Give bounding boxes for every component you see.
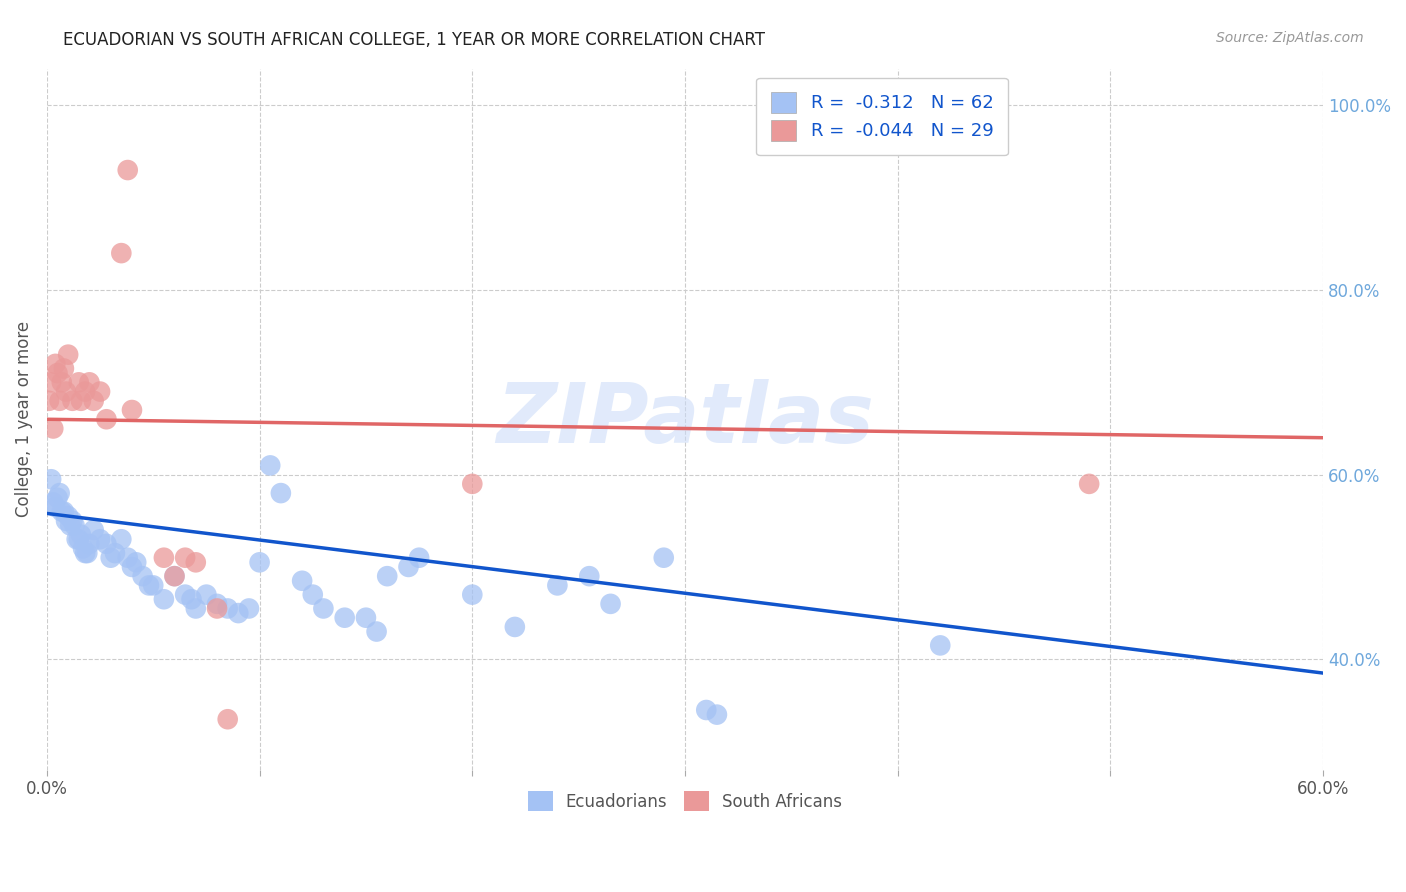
Point xyxy=(174,550,197,565)
Point xyxy=(238,601,260,615)
Point xyxy=(354,610,377,624)
Point xyxy=(67,533,90,547)
Point xyxy=(301,588,323,602)
Point xyxy=(72,541,94,556)
Point xyxy=(121,403,143,417)
Point xyxy=(142,578,165,592)
Point xyxy=(83,393,105,408)
Point xyxy=(131,569,153,583)
Point xyxy=(39,472,62,486)
Point xyxy=(398,560,420,574)
Point xyxy=(62,393,84,408)
Point xyxy=(48,393,70,408)
Point xyxy=(217,712,239,726)
Point xyxy=(89,533,111,547)
Point xyxy=(83,523,105,537)
Point xyxy=(121,560,143,574)
Point xyxy=(205,601,228,615)
Text: ECUADORIAN VS SOUTH AFRICAN COLLEGE, 1 YEAR OR MORE CORRELATION CHART: ECUADORIAN VS SOUTH AFRICAN COLLEGE, 1 Y… xyxy=(63,31,765,49)
Point xyxy=(38,393,60,408)
Point xyxy=(104,546,127,560)
Point xyxy=(503,620,526,634)
Point xyxy=(291,574,314,588)
Point xyxy=(44,500,66,514)
Point xyxy=(312,601,335,615)
Point xyxy=(70,393,93,408)
Point xyxy=(46,491,69,505)
Text: ZIPatlas: ZIPatlas xyxy=(496,379,875,459)
Point xyxy=(110,246,132,260)
Y-axis label: College, 1 year or more: College, 1 year or more xyxy=(15,321,32,517)
Point xyxy=(52,504,75,518)
Point xyxy=(56,509,79,524)
Point xyxy=(153,550,176,565)
Point xyxy=(55,384,77,399)
Point xyxy=(706,707,728,722)
Point xyxy=(408,550,430,565)
Point xyxy=(461,476,484,491)
Legend: Ecuadorians, South Africans: Ecuadorians, South Africans xyxy=(515,778,856,825)
Point xyxy=(366,624,388,639)
Point xyxy=(42,421,65,435)
Point xyxy=(44,357,66,371)
Point xyxy=(163,569,186,583)
Point xyxy=(652,550,675,565)
Point xyxy=(110,533,132,547)
Point xyxy=(59,518,82,533)
Point xyxy=(1078,476,1101,491)
Point xyxy=(125,555,148,569)
Text: Source: ZipAtlas.com: Source: ZipAtlas.com xyxy=(1216,31,1364,45)
Point xyxy=(55,514,77,528)
Point xyxy=(62,514,84,528)
Point xyxy=(184,601,207,615)
Point xyxy=(174,588,197,602)
Point xyxy=(51,376,73,390)
Point xyxy=(163,569,186,583)
Point xyxy=(228,606,250,620)
Point xyxy=(56,348,79,362)
Point xyxy=(70,527,93,541)
Point xyxy=(153,592,176,607)
Point xyxy=(79,537,101,551)
Point xyxy=(63,518,86,533)
Point xyxy=(89,384,111,399)
Point xyxy=(195,588,218,602)
Point xyxy=(461,588,484,602)
Point xyxy=(67,376,90,390)
Point xyxy=(75,546,97,560)
Point xyxy=(546,578,568,592)
Point xyxy=(249,555,271,569)
Point xyxy=(217,601,239,615)
Point xyxy=(46,366,69,380)
Point xyxy=(51,504,73,518)
Point xyxy=(117,163,139,178)
Point xyxy=(184,555,207,569)
Point xyxy=(75,384,97,399)
Point xyxy=(695,703,717,717)
Point xyxy=(39,376,62,390)
Point xyxy=(100,550,122,565)
Point xyxy=(180,592,202,607)
Point xyxy=(48,486,70,500)
Point xyxy=(929,639,952,653)
Point xyxy=(66,533,89,547)
Point xyxy=(76,546,98,560)
Point xyxy=(270,486,292,500)
Point xyxy=(333,610,356,624)
Point xyxy=(96,412,118,426)
Point xyxy=(205,597,228,611)
Point xyxy=(599,597,621,611)
Point xyxy=(79,376,101,390)
Point xyxy=(138,578,160,592)
Point xyxy=(42,495,65,509)
Point xyxy=(259,458,281,473)
Point xyxy=(52,361,75,376)
Point xyxy=(375,569,398,583)
Point xyxy=(96,537,118,551)
Point xyxy=(117,550,139,565)
Point xyxy=(578,569,600,583)
